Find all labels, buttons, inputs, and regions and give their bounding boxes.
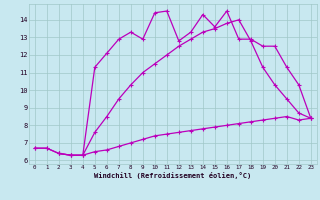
X-axis label: Windchill (Refroidissement éolien,°C): Windchill (Refroidissement éolien,°C) — [94, 172, 252, 179]
